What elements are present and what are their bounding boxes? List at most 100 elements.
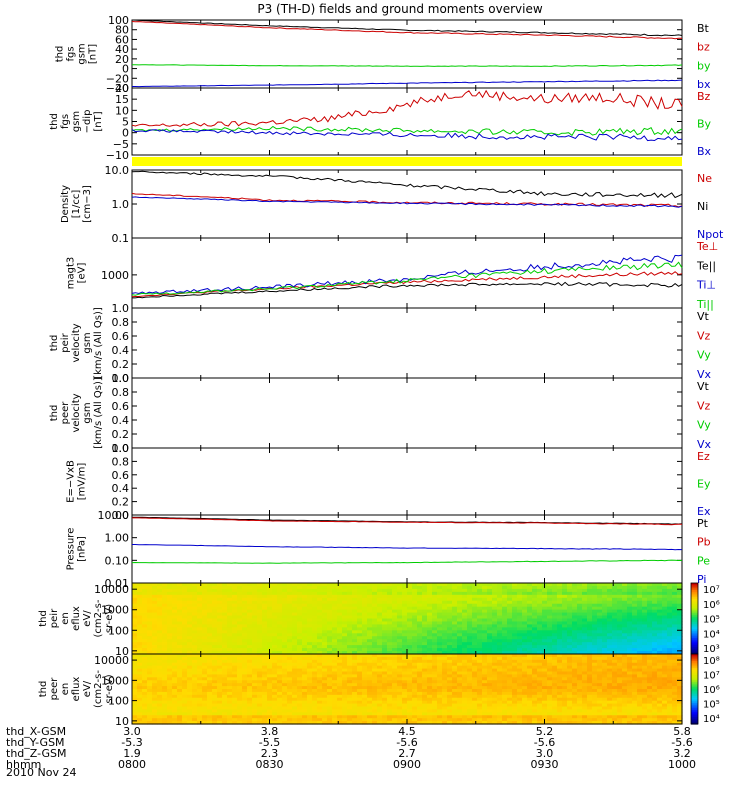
heatmap-cell xyxy=(247,712,253,716)
heatmap-cell xyxy=(367,683,373,687)
heatmap-cell xyxy=(587,645,593,649)
heatmap-cell xyxy=(457,618,463,623)
heatmap-cell xyxy=(237,583,243,587)
heatmap-cell xyxy=(467,654,473,658)
heatmap-cell xyxy=(182,600,188,605)
heatmap-cell xyxy=(417,697,423,702)
heatmap-cell xyxy=(147,662,153,667)
heatmap-cell xyxy=(162,645,168,649)
heatmap-cell xyxy=(307,627,313,631)
heatmap-cell xyxy=(177,659,183,664)
heatmap-cell xyxy=(412,624,418,628)
heatmap-cell xyxy=(307,668,313,673)
heatmap-cell xyxy=(317,656,323,661)
heatmap-cell xyxy=(602,648,608,652)
heatmap-cell xyxy=(157,624,163,628)
heatmap-cell xyxy=(677,606,683,611)
heatmap-cell xyxy=(617,621,623,626)
heatmap-cell xyxy=(617,606,623,611)
heatmap-cell xyxy=(482,680,488,684)
heatmap-cell xyxy=(297,697,303,702)
heatmap-cell xyxy=(172,715,178,719)
heatmap-cell xyxy=(657,603,663,608)
heatmap-cell xyxy=(662,621,668,626)
heatmap-cell xyxy=(192,648,198,652)
heatmap-cell xyxy=(512,721,518,725)
heatmap-cell xyxy=(502,674,508,678)
heatmap-cell xyxy=(237,656,243,661)
heatmap-cell xyxy=(387,694,393,699)
heatmap-cell xyxy=(677,651,683,655)
heatmap-cell xyxy=(417,583,423,587)
heatmap-cell xyxy=(282,706,288,711)
heatmap-cell xyxy=(247,588,253,593)
heatmap-cell xyxy=(397,718,403,722)
heatmap-cell xyxy=(382,606,388,611)
heatmap-cell xyxy=(302,706,308,711)
heatmap-cell xyxy=(317,662,323,667)
legend-Ez: Ez xyxy=(697,450,710,463)
heatmap-cell xyxy=(397,659,403,664)
heatmap-cell xyxy=(232,588,238,593)
heatmap-cell xyxy=(382,709,388,713)
heatmap-cell xyxy=(532,651,538,655)
heatmap-cell xyxy=(332,659,338,664)
heatmap-cell xyxy=(302,662,308,667)
heatmap-cell xyxy=(622,636,628,640)
heatmap-cell xyxy=(227,645,233,649)
heatmap-cell xyxy=(422,591,428,596)
heatmap-cell xyxy=(412,715,418,719)
heatmap-cell xyxy=(552,612,558,617)
heatmap-cell xyxy=(367,624,373,628)
heatmap-cell xyxy=(237,718,243,722)
heatmap-cell xyxy=(267,671,273,676)
heatmap-cell xyxy=(512,630,518,634)
heatmap-cell xyxy=(272,680,278,684)
heatmap-cell xyxy=(602,645,608,649)
heatmap-cell xyxy=(467,594,473,599)
heatmap-cell xyxy=(287,636,293,640)
legend-Ey: Ey xyxy=(697,478,711,491)
heatmap-cell xyxy=(382,689,388,693)
heatmap-cell xyxy=(222,639,228,643)
heatmap-cell xyxy=(137,618,143,623)
heatmap-cell xyxy=(452,618,458,623)
heatmap-cell xyxy=(487,627,493,631)
heatmap-cell xyxy=(137,694,143,699)
heatmap-cell xyxy=(392,654,398,658)
heatmap-cell xyxy=(142,697,148,702)
heatmap-cell xyxy=(167,654,173,658)
heatmap-cell xyxy=(322,583,328,587)
heatmap-cell xyxy=(597,612,603,617)
heatmap-cell xyxy=(412,621,418,626)
heatmap-cell xyxy=(512,606,518,611)
heatmap-cell xyxy=(357,674,363,678)
heatmap-cell xyxy=(282,694,288,699)
heatmap-cell xyxy=(647,600,653,605)
heatmap-cell xyxy=(447,718,453,722)
heatmap-cell xyxy=(167,715,173,719)
heatmap-cell xyxy=(672,591,678,596)
heatmap-cell xyxy=(362,627,368,631)
heatmap-cell xyxy=(222,700,228,705)
heatmap-cell xyxy=(497,709,503,713)
heatmap-cell xyxy=(197,618,203,623)
heatmap-cell xyxy=(412,674,418,678)
heatmap-cell xyxy=(482,706,488,711)
heatmap-cell xyxy=(132,600,138,605)
heatmap-cell xyxy=(577,633,583,637)
heatmap-cell xyxy=(182,680,188,684)
heatmap-cell xyxy=(172,686,178,690)
heatmap-cell xyxy=(327,618,333,623)
heatmap-cell xyxy=(347,642,353,646)
heatmap-cell xyxy=(552,651,558,655)
heatmap-cell xyxy=(262,600,268,605)
heatmap-cell xyxy=(297,639,303,643)
colorbar-cell xyxy=(691,618,698,621)
heatmap-cell xyxy=(152,721,158,725)
heatmap-cell xyxy=(327,665,333,670)
heatmap-cell xyxy=(242,654,248,658)
heatmap-cell xyxy=(422,642,428,646)
heatmap-cell xyxy=(417,630,423,634)
heatmap-cell xyxy=(522,645,528,649)
